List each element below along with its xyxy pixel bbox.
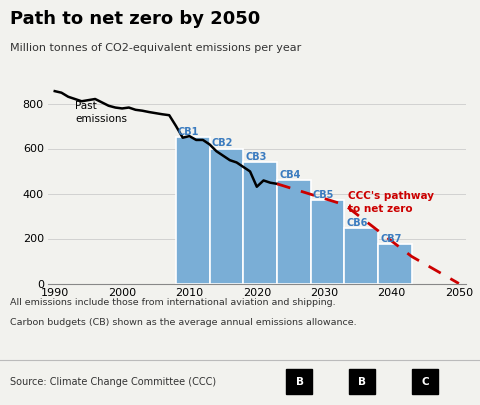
Bar <box>243 162 277 284</box>
Text: Path to net zero by 2050: Path to net zero by 2050 <box>10 10 260 28</box>
Bar <box>344 228 378 284</box>
Bar <box>176 137 210 284</box>
Text: B: B <box>296 377 303 387</box>
FancyBboxPatch shape <box>412 369 438 394</box>
Bar <box>277 180 311 284</box>
Text: CB1: CB1 <box>178 127 199 137</box>
Text: CB3: CB3 <box>245 152 267 162</box>
FancyBboxPatch shape <box>286 369 312 394</box>
Text: CB6: CB6 <box>347 218 368 228</box>
Text: Source: Climate Change Committee (CCC): Source: Climate Change Committee (CCC) <box>10 377 216 387</box>
Text: Past
emissions: Past emissions <box>75 101 127 124</box>
Text: All emissions include those from international aviation and shipping.: All emissions include those from interna… <box>10 298 335 307</box>
Text: C: C <box>421 377 429 387</box>
Text: CB7: CB7 <box>380 234 401 244</box>
Bar <box>210 149 243 284</box>
Text: CB5: CB5 <box>312 190 334 200</box>
Bar <box>378 244 412 284</box>
FancyBboxPatch shape <box>349 369 375 394</box>
Text: Carbon budgets (CB) shown as the average annual emissions allowance.: Carbon budgets (CB) shown as the average… <box>10 318 356 327</box>
Bar <box>311 200 344 284</box>
Text: CB4: CB4 <box>279 170 300 180</box>
Text: B: B <box>359 377 366 387</box>
Text: CCC's pathway
to net zero: CCC's pathway to net zero <box>348 191 434 213</box>
Text: CB2: CB2 <box>212 138 233 148</box>
Text: Million tonnes of CO2-equivalent emissions per year: Million tonnes of CO2-equivalent emissio… <box>10 43 301 53</box>
